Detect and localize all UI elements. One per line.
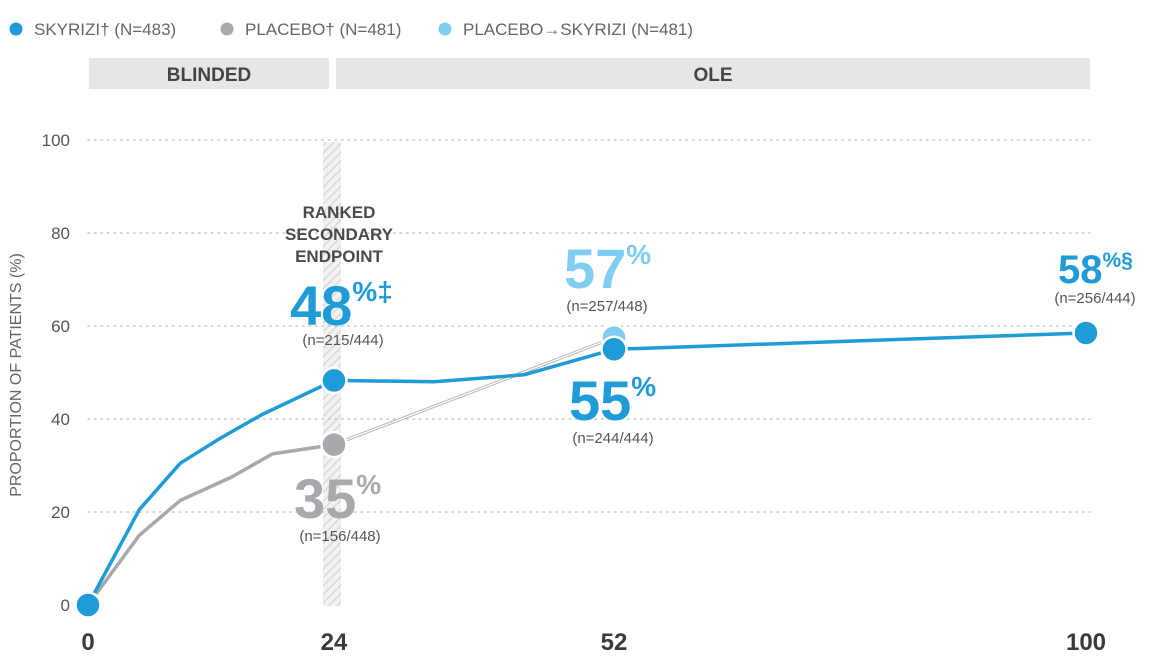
legend-item-placebo-skyrizi: PLACEBO→SKYRIZI (N=481) xyxy=(438,20,693,39)
annotation-n: (n=244/444) xyxy=(572,430,653,447)
phase-bars: BLINDED OLE xyxy=(89,58,1090,89)
marker-skyrizi xyxy=(320,366,348,395)
annotation-skyrizi-wk100: 58%§ (n=256/444) xyxy=(1054,248,1135,307)
y-tick-label: 60 xyxy=(51,317,70,336)
annotation-suffix: %‡ xyxy=(352,276,392,307)
legend-label-placebo: PLACEBO† (N=481) xyxy=(245,20,401,39)
legend-marker-skyrizi xyxy=(9,22,23,36)
marker-placebo xyxy=(320,430,348,459)
legend: SKYRIZI† (N=483) PLACEBO† (N=481) PLACEB… xyxy=(9,20,693,39)
endpoint-label-line-1: RANKED xyxy=(303,203,376,222)
y-axis-label: PROPORTION OF PATIENTS (%) xyxy=(8,253,25,497)
series-line-skyrizi xyxy=(86,331,1088,607)
annotation-number: 55 xyxy=(569,369,631,432)
x-tick-label: 100 xyxy=(1066,629,1106,656)
y-tick-label: 100 xyxy=(42,131,70,150)
endpoint-label-line-3: ENDPOINT xyxy=(295,247,383,266)
series-lines xyxy=(86,331,1088,607)
series-markers xyxy=(74,319,1100,619)
annotation-n: (n=156/448) xyxy=(299,528,380,545)
x-tick-label: 24 xyxy=(321,629,348,656)
legend-item-placebo: PLACEBO† (N=481) xyxy=(220,20,401,39)
annotation-value: 55% xyxy=(569,369,656,432)
legend-marker-placebo-skyrizi xyxy=(438,22,452,36)
phase-bar-ole xyxy=(336,58,1090,89)
series-line-placebo xyxy=(86,442,336,607)
annotation-value: 57% xyxy=(564,237,651,300)
annotation-value: 48%‡ xyxy=(290,274,393,337)
series-line-placebo-skyrizi xyxy=(333,337,615,446)
annotation-value: 35% xyxy=(294,467,381,530)
annotation-number: 35 xyxy=(294,467,356,530)
x-axis-ticks: 0 24 52 100 xyxy=(81,629,1106,656)
marker-skyrizi xyxy=(600,335,628,363)
phase-bar-blinded xyxy=(89,58,329,89)
legend-label-skyrizi: SKYRIZI† (N=483) xyxy=(34,20,176,39)
annotation-n: (n=256/444) xyxy=(1054,290,1135,307)
legend-item-skyrizi: SKYRIZI† (N=483) xyxy=(9,20,176,39)
annotation-number: 57 xyxy=(564,237,626,300)
endpoint-label-line-2: SECONDARY xyxy=(285,225,394,244)
annotation-n: (n=257/448) xyxy=(566,298,647,315)
annotation-skyrizi-wk52: 55% (n=244/444) xyxy=(569,369,656,447)
annotation-skyrizi-wk24: 48%‡ (n=215/444) xyxy=(290,274,393,349)
annotation-number: 58 xyxy=(1058,248,1103,292)
annotation-suffix: %§ xyxy=(1103,249,1133,272)
y-axis-ticks: 0 20 40 60 80 100 xyxy=(42,131,70,615)
legend-label-placebo-skyrizi: PLACEBO→SKYRIZI (N=481) xyxy=(463,20,693,39)
x-tick-label: 52 xyxy=(601,629,628,656)
phase-label-ole: OLE xyxy=(693,65,732,86)
phase-label-blinded: BLINDED xyxy=(167,65,251,86)
annotation-n: (n=215/444) xyxy=(302,332,383,349)
x-tick-label: 0 xyxy=(81,629,94,656)
y-tick-label: 0 xyxy=(61,596,70,615)
annotation-suffix: % xyxy=(356,469,381,500)
y-tick-label: 20 xyxy=(51,503,70,522)
gridlines xyxy=(87,139,1091,513)
annotation-number: 48 xyxy=(290,274,352,337)
y-tick-label: 40 xyxy=(51,410,70,429)
marker-skyrizi xyxy=(74,591,102,619)
annotation-suffix: % xyxy=(631,371,656,402)
annotation-suffix: % xyxy=(626,239,651,270)
y-tick-label: 80 xyxy=(51,224,70,243)
endpoint-label: RANKED SECONDARY ENDPOINT xyxy=(285,203,394,266)
annotation-value: 58%§ xyxy=(1058,248,1133,292)
annotation-placebo-wk24: 35% (n=156/448) xyxy=(294,467,381,545)
legend-marker-placebo xyxy=(220,22,234,36)
annotation-placebo-skyrizi-wk52: 57% (n=257/448) xyxy=(564,237,651,315)
marker-skyrizi xyxy=(1072,319,1100,347)
